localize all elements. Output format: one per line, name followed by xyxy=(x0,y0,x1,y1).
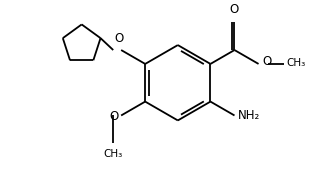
Text: NH₂: NH₂ xyxy=(237,109,260,122)
Text: O: O xyxy=(230,3,239,16)
Text: CH₃: CH₃ xyxy=(104,149,123,159)
Text: CH₃: CH₃ xyxy=(286,58,306,68)
Text: O: O xyxy=(263,55,272,68)
Text: O: O xyxy=(115,32,124,45)
Text: O: O xyxy=(109,110,118,123)
